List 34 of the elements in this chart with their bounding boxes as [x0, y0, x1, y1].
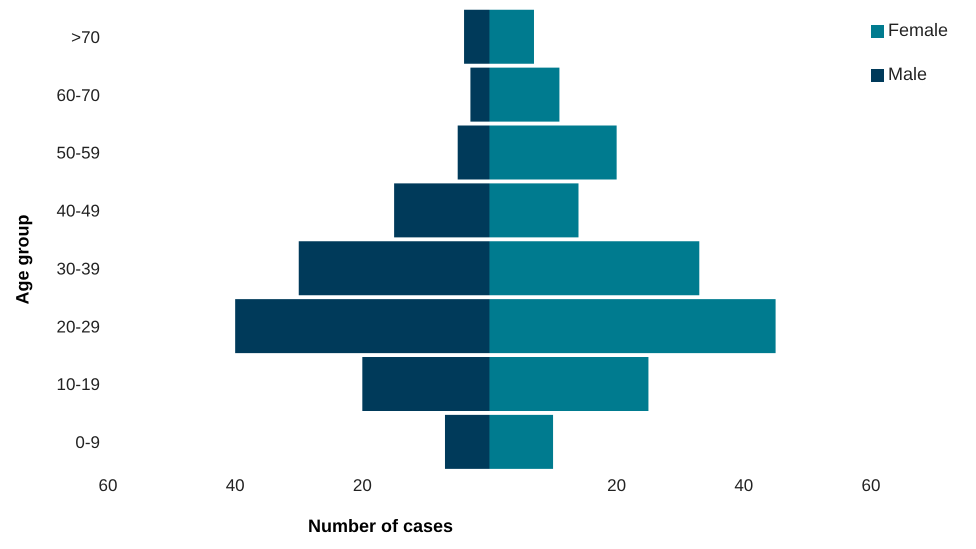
y-tick-label: 60-70	[56, 86, 100, 105]
legend-label: Female	[888, 20, 948, 40]
x-tick-label: 20	[352, 476, 372, 496]
y-tick-label: 30-39	[56, 259, 100, 278]
bar	[394, 183, 490, 238]
bar	[489, 10, 534, 64]
y-tick-label: 50-59	[56, 144, 100, 163]
y-tick-label: >70	[71, 28, 100, 47]
y-tick-label: 20-29	[56, 317, 100, 336]
bar	[489, 125, 617, 180]
bar	[489, 414, 554, 469]
bar	[444, 414, 490, 469]
bar	[489, 241, 700, 296]
bar	[458, 125, 490, 180]
bar	[489, 183, 578, 238]
y-tick-label: 10-19	[56, 375, 100, 394]
bar	[489, 356, 648, 411]
y-tick-label: 40-49	[56, 202, 100, 221]
bar	[489, 68, 560, 122]
x-tick-label: 60	[862, 476, 880, 496]
y-tick-label: 0-9	[75, 433, 100, 452]
bar	[362, 356, 490, 411]
bar	[298, 241, 490, 296]
y-axis-title: Age group	[12, 214, 34, 304]
legend-label: Male	[888, 64, 927, 84]
x-tick-label: 40	[226, 476, 245, 496]
x-tick-label: 60	[98, 476, 118, 496]
bar	[470, 68, 490, 122]
bar	[489, 299, 776, 354]
bar	[464, 10, 490, 64]
x-tick-label: 40	[734, 476, 754, 496]
bar	[235, 299, 490, 354]
x-tick-label: 20	[607, 476, 626, 496]
x-axis-title: Number of cases	[308, 516, 454, 537]
